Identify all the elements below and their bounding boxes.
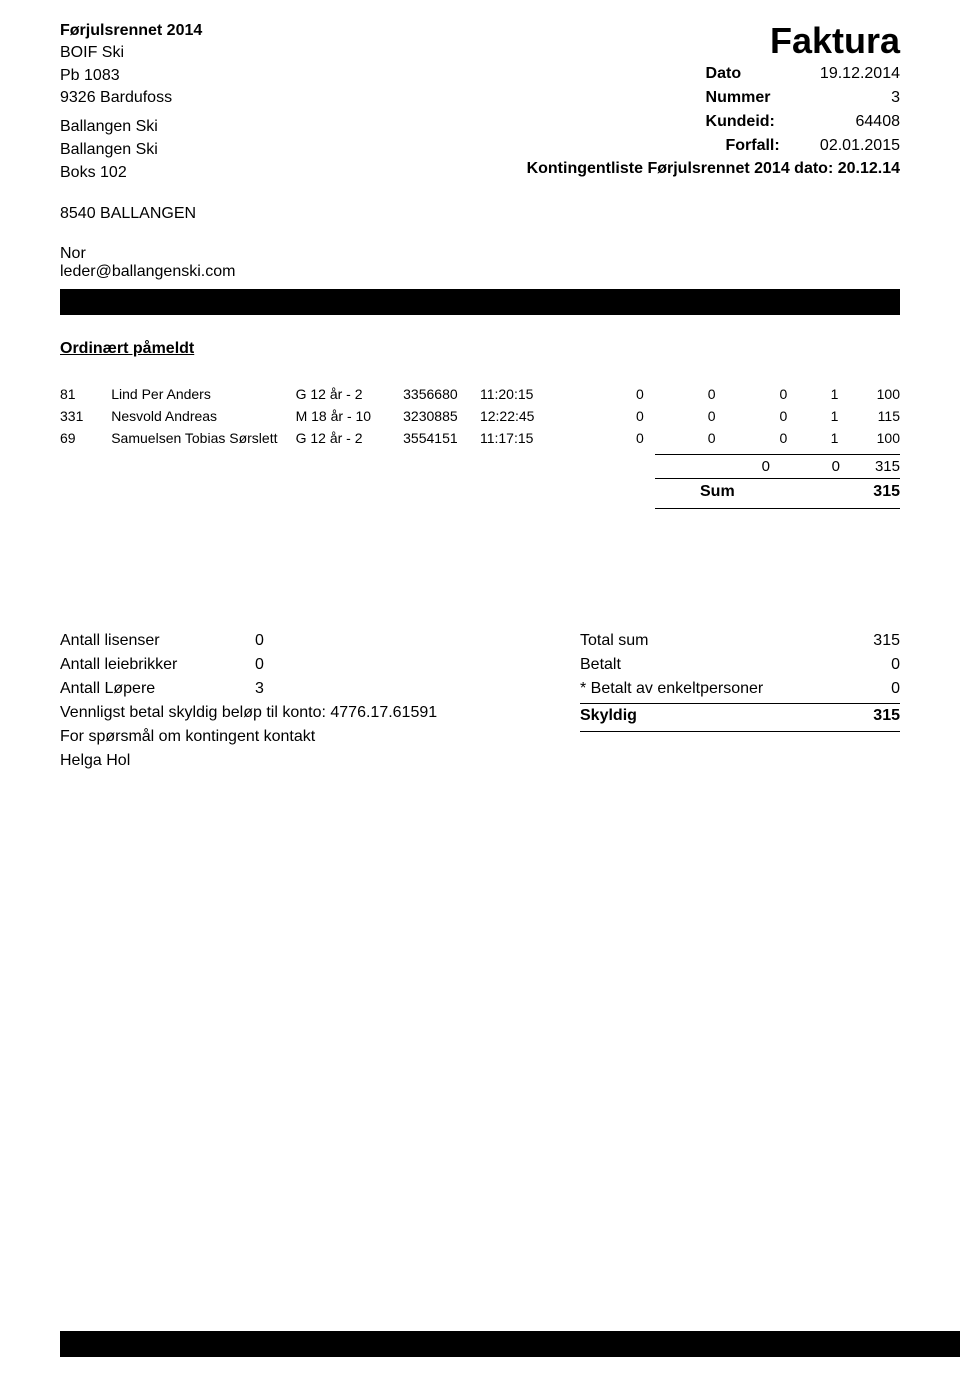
row-v4: 1 [787,383,838,405]
row-v3: 0 [716,405,788,427]
contact-country: Nor [60,245,900,263]
row-category: G 12 år - 2 [296,427,404,449]
kundeid-label: Kundeid: [706,110,796,134]
row-v1: 0 [562,405,644,427]
forfall-label: Forfall: [725,134,815,158]
leiebrikker-label: Antall leiebrikker [60,653,255,677]
sender-block: Førjulsrennet 2014 BOIF Ski Pb 1083 9326… [60,20,202,110]
row-id: 81 [60,383,111,405]
row-time: 12:22:45 [480,405,562,427]
leiebrikker-val: 0 [255,653,285,677]
sum-label: Sum [700,483,840,501]
row-name: Nesvold Andreas [111,405,295,427]
row-v5: 100 [838,427,900,449]
contact-block: Nor leder@ballangenski.com [60,245,900,281]
row-number: 3356680 [403,383,480,405]
dato-value: 19.12.2014 [800,62,900,86]
recipient-line3: Boks 102 [60,161,202,184]
contact-name: Helga Hol [60,749,437,773]
nummer-value: 3 [800,86,900,110]
total-label: Total sum [580,629,648,653]
dato-label: Dato [706,62,796,86]
subtotal-c: 315 [840,458,900,475]
recipient-line1: Ballangen Ski [60,115,202,138]
lisenser-val: 0 [255,629,285,653]
betalt-val: 0 [891,653,900,677]
participant-table: 81Lind Per AndersG 12 år - 2335668011:20… [60,383,900,449]
invoice-meta: Dato 19.12.2014 Nummer 3 Kundeid: 64408 … [527,62,900,158]
sender-org: BOIF Ski [60,42,202,64]
row-v4: 1 [787,427,838,449]
row-v3: 0 [716,383,788,405]
sender-pobox: Pb 1083 [60,65,202,87]
kundeid-value: 64408 [800,110,900,134]
total-val: 315 [873,629,900,653]
row-id: 69 [60,427,111,449]
footer-left: Antall lisenser 0 Antall leiebrikker 0 A… [60,629,437,773]
row-name: Lind Per Anders [111,383,295,405]
row-number: 3554151 [403,427,480,449]
row-time: 11:20:15 [480,383,562,405]
row-v5: 100 [838,383,900,405]
table-row: 81Lind Per AndersG 12 år - 2335668011:20… [60,383,900,405]
row-v1: 0 [562,383,644,405]
recipient-block: Ballangen Ski Ballangen Ski Boks 102 854… [60,115,202,226]
skyldig-val: 315 [873,704,900,728]
row-v2: 0 [644,427,716,449]
header-black-bar [60,289,900,315]
subtotal-b: 0 [770,458,840,475]
row-v1: 0 [562,427,644,449]
section-title: Ordinært påmeldt [60,340,900,358]
nummer-label: Nummer [706,86,796,110]
table-row: 69Samuelsen Tobias SørslettG 12 år - 235… [60,427,900,449]
kontingent-line: Kontingentliste Førjulsrennet 2014 dato:… [527,160,900,178]
table-row: 331Nesvold AndreasM 18 år - 10323088512:… [60,405,900,427]
enkelt-label: * Betalt av enkeltpersoner [580,677,763,701]
lopere-label: Antall Løpere [60,677,255,701]
sender-postal: 9326 Bardufoss [60,87,202,109]
enkelt-val: 0 [891,677,900,701]
lisenser-label: Antall lisenser [60,629,255,653]
footer-black-bar [60,1331,960,1357]
row-v3: 0 [716,427,788,449]
row-v2: 0 [644,383,716,405]
event-title: Førjulsrennet 2014 [60,20,202,42]
payment-line: Vennligst betal skyldig beløp til konto:… [60,701,437,725]
subtotal-a: 0 [700,458,770,475]
subtotal-row: 0 0 315 [60,455,900,478]
sum-row: Sum 315 [655,479,900,505]
row-id: 331 [60,405,111,427]
skyldig-label: Skyldig [580,704,637,728]
invoice-title: Faktura [527,20,900,62]
sum-value: 315 [840,483,900,501]
row-number: 3230885 [403,405,480,427]
lopere-val: 3 [255,677,285,701]
recipient-line2: Ballangen Ski [60,138,202,161]
row-category: G 12 år - 2 [296,383,404,405]
contact-email: leder@ballangenski.com [60,263,900,281]
row-v4: 1 [787,405,838,427]
recipient-line4: 8540 BALLANGEN [60,202,202,225]
question-line: For spørsmål om kontingent kontakt [60,725,437,749]
row-category: M 18 år - 10 [296,405,404,427]
footer-right: Total sum 315 Betalt 0 * Betalt av enkel… [580,629,900,773]
row-time: 11:17:15 [480,427,562,449]
betalt-label: Betalt [580,653,621,677]
row-v2: 0 [644,405,716,427]
row-v5: 115 [838,405,900,427]
forfall-value: 02.01.2015 [820,134,900,158]
row-name: Samuelsen Tobias Sørslett [111,427,295,449]
